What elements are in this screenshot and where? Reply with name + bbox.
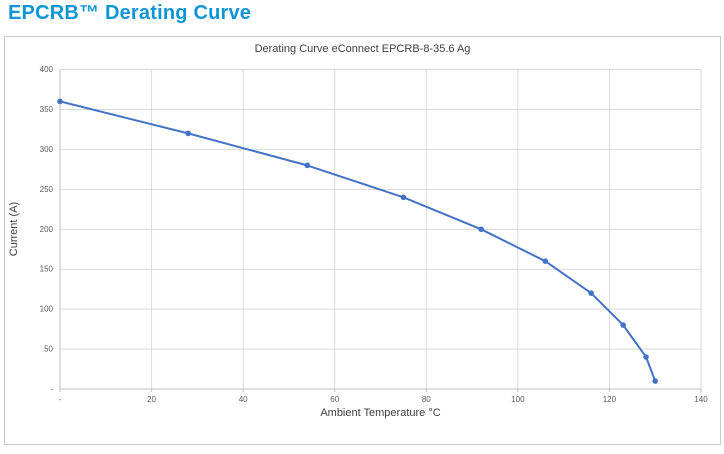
data-point-marker bbox=[643, 354, 649, 360]
y-tick-label: 100 bbox=[40, 305, 54, 314]
x-tick-label: 120 bbox=[603, 395, 617, 404]
data-point-marker bbox=[652, 378, 659, 384]
data-point-marker bbox=[57, 98, 63, 105]
data-point-marker bbox=[542, 258, 549, 264]
series-line bbox=[59, 100, 657, 382]
y-tick-label: 400 bbox=[40, 65, 54, 74]
y-tick-label: 250 bbox=[40, 185, 54, 194]
y-tick-label: 350 bbox=[40, 105, 54, 114]
page-title: EPCRB™ Derating Curve bbox=[8, 2, 252, 24]
x-tick-label: - bbox=[59, 395, 62, 404]
x-tick-label: 20 bbox=[147, 395, 156, 404]
y-tick-label: - bbox=[50, 385, 53, 394]
data-point-marker bbox=[620, 322, 626, 328]
x-tick-label: 140 bbox=[694, 395, 708, 404]
x-tick-label: 60 bbox=[330, 395, 339, 404]
chart-title: Derating Curve eConnect EPCRB-8-35.6 Ag bbox=[254, 43, 471, 55]
data-point-marker bbox=[478, 226, 485, 233]
y-tick-label: 300 bbox=[40, 145, 54, 154]
y-axis-title: Current (A) bbox=[8, 201, 20, 257]
data-point-marker bbox=[400, 194, 407, 201]
data-point-marker bbox=[588, 290, 594, 296]
y-tick-label: 50 bbox=[44, 345, 53, 354]
derating-chart-svg: - 50 100 150 200 250 300 350 400 - 20 40 60 80 100 120 1… bbox=[40, 65, 709, 404]
y-tick-label: 150 bbox=[40, 265, 54, 274]
chart-panel: Derating Curve eConnect EPCRB-8-35.6 Ag … bbox=[4, 36, 721, 445]
data-point-marker bbox=[304, 162, 311, 169]
x-tick-label: 40 bbox=[239, 395, 248, 404]
data-point-marker bbox=[185, 130, 191, 137]
x-tick-label: 80 bbox=[422, 395, 431, 404]
x-tick-label: 100 bbox=[511, 395, 525, 404]
y-tick-label: 200 bbox=[40, 225, 54, 234]
x-axis-title: Ambient Temperature °C bbox=[320, 407, 441, 419]
